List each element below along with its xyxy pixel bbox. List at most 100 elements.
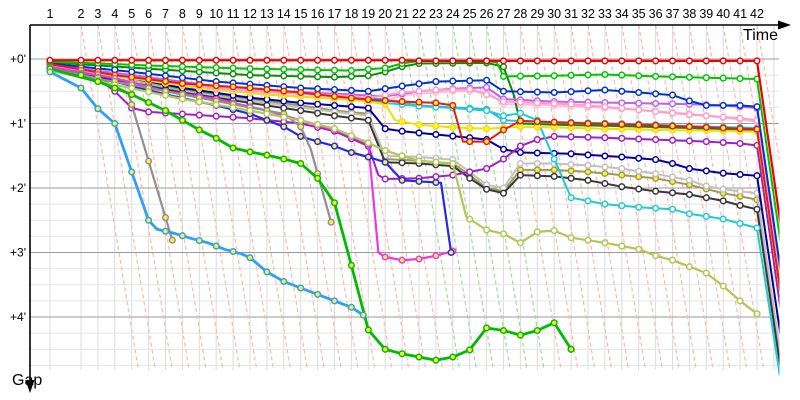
x-axis-title: Time [743,27,778,44]
marker-black [618,183,626,191]
marker-thickgreen [533,326,541,335]
marker-thickgreen [516,331,524,339]
marker-blue [178,74,186,82]
marker-cyan [668,205,677,213]
marker-navy [652,156,660,164]
marker-black [736,201,744,209]
marker-khaki [719,282,727,290]
marker-khaki [263,110,271,118]
marker-red [618,57,626,65]
marker-khaki [499,230,508,238]
marker-green [618,71,626,79]
marker-pink [483,90,491,99]
axes [25,20,791,393]
marker-red [381,56,389,64]
marker-blue [161,72,170,80]
lap-label-3: 3 [94,7,101,21]
marker-khaki [364,139,372,147]
marker-navy [314,100,322,108]
marker-red [753,57,761,65]
marker-blue [483,76,491,84]
marker-blue [314,85,322,93]
marker-darkgreen [364,72,372,80]
marker-pink [685,110,693,119]
marker-black [398,159,406,167]
marker-green [550,72,558,80]
marker-blue [601,86,609,94]
marker-darkgreen [229,70,237,78]
marker-green [601,70,609,79]
marker-purple [229,113,237,121]
marker-purple [618,134,626,142]
marker-crimson [161,77,170,85]
marker-navy [347,103,355,111]
lap-label-24: 24 [446,7,460,21]
series-dodger [46,68,367,319]
marker-dodger [229,247,237,256]
marker-khaki [432,158,440,166]
marker-pink [516,98,524,106]
marker-khaki [668,256,677,264]
marker-purple [533,136,541,144]
marker-pink [652,108,660,116]
lap-label-40: 40 [716,7,730,21]
marker-royalblue [398,176,406,184]
marker-navy [499,145,508,153]
marker-navy [668,159,677,168]
marker-purple [736,139,744,148]
marker-pink [533,99,541,107]
marker-cyan [499,112,508,120]
marker-crimson [618,120,626,128]
marker-darkgreen [246,71,254,79]
marker-cyan [601,200,609,208]
marker-red [685,57,693,65]
marker-crimson [449,101,457,109]
marker-dodger [212,242,220,250]
marker-thickgreen-last [567,345,575,353]
marker-cyan [483,107,491,115]
marker-blue [381,85,389,93]
marker-khaki [178,95,186,103]
marker-red [94,56,102,64]
marker-crimson [297,88,305,97]
marker-pink [449,86,457,94]
marker-green [381,64,389,72]
marker-black [601,179,609,188]
marker-green [584,71,592,79]
marker-red [280,56,288,64]
marker-red [347,56,355,64]
marker-black [330,112,339,120]
marker-yellow [415,121,423,129]
marker-royalblue [263,116,271,124]
marker-pink [719,113,727,121]
marker-navy [584,151,592,159]
marker-black [567,174,575,182]
lap-label-41: 41 [733,7,747,21]
marker-gray-a [145,157,153,165]
lap-label-31: 31 [564,7,578,21]
marker-thickgreen [229,144,237,152]
marker-thickgreen [449,353,457,361]
lap-labels: 1 2 3 4 5 6 7 8 9 10 11 12 13 14 15 16 17 18 19 20 21 22 23 24 2… [47,7,764,21]
marker-crimson [263,85,271,94]
marker-pink [736,114,744,122]
marker-navy [449,132,457,140]
marker-purple [652,136,660,144]
marker-blue [432,78,440,86]
marker-silver [736,187,744,195]
marker-black [314,109,322,117]
marker-red [161,56,170,64]
marker-khaki [330,125,339,133]
marker-dodger [246,254,254,262]
marker-navy [330,101,339,109]
marker-dodger [263,268,271,276]
marker-blue [719,101,727,109]
marker-black [364,116,372,124]
marker-gray-b [297,123,305,131]
marker-royalblue [314,138,322,146]
marker-black [533,172,541,180]
marker-gray-a [161,214,170,222]
marker-olive [533,166,541,174]
marker-green [297,66,305,74]
marker-dodger [77,84,85,92]
